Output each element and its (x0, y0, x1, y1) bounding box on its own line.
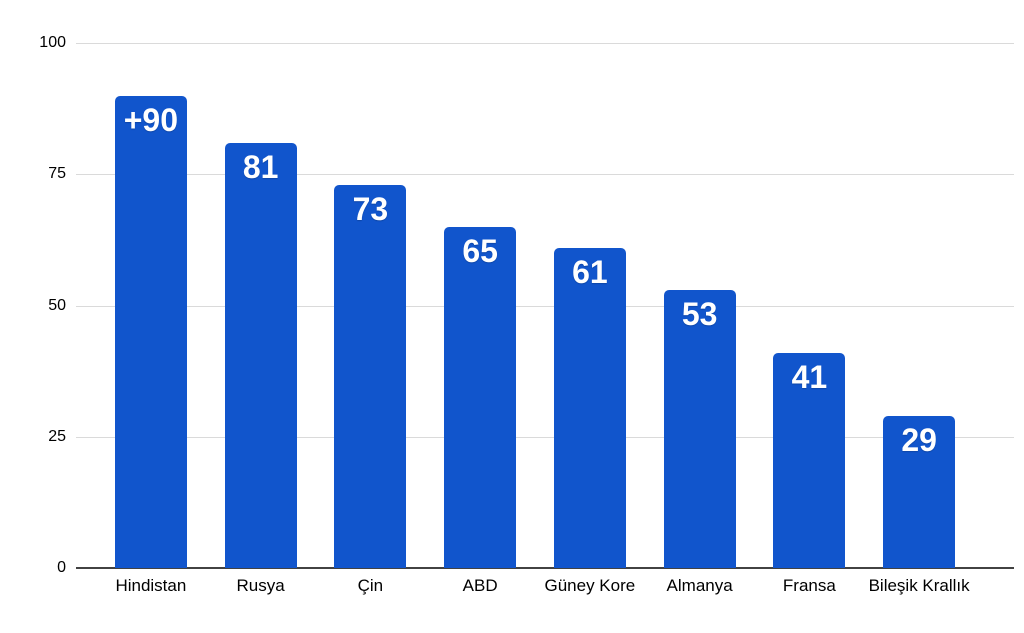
bar-1[interactable]: 81 (224, 142, 297, 568)
plot-area (76, 43, 1014, 569)
y-tick-label: 50 (48, 296, 66, 314)
gridline (76, 174, 1014, 176)
bar-cell: 61 (535, 43, 645, 568)
bar-cell: 73 (316, 43, 426, 568)
bar-value-label: +90 (123, 101, 179, 138)
x-axis-label: Hindistan (115, 576, 187, 595)
x-axis-label: Almanya (666, 576, 733, 595)
gridline (76, 305, 1014, 307)
x-axis-label: Rusya (236, 576, 285, 595)
bar-3[interactable]: 65 (444, 226, 517, 568)
bar-value-label: 53 (681, 295, 718, 332)
bar-cell: 29 (864, 43, 974, 568)
bar-value-label: 81 (242, 148, 279, 185)
bar-value-label: 61 (572, 253, 608, 290)
gridline (76, 43, 1014, 44)
bar-cell: 65 (425, 43, 535, 568)
y-tick-label: 25 (48, 427, 66, 445)
bar-value-label: 73 (352, 190, 389, 227)
bar-cell: 53 (645, 43, 755, 568)
y-tick-label: 100 (39, 34, 66, 51)
x-axis-label: Güney Kore (544, 576, 636, 595)
x-axis-labels: Hindistan Rusya Çin ABD Güney Kore Almanya Fra… (96, 576, 974, 596)
bar-4[interactable]: 61 (553, 247, 626, 568)
bar-value-label: 65 (462, 232, 498, 269)
bar-6[interactable]: 41 (773, 352, 846, 568)
bar-value-label: 29 (901, 421, 937, 458)
y-tick-label: 0 (57, 559, 66, 576)
bar-value-label: 41 (791, 358, 828, 395)
bar-5[interactable]: 53 (663, 289, 736, 568)
y-tick-label: 75 (48, 165, 66, 183)
bar-2[interactable]: 73 (334, 184, 407, 568)
x-axis-baseline (76, 567, 1014, 569)
x-axis-label: Çin (357, 576, 384, 595)
bar-0[interactable]: +90 (114, 95, 187, 568)
x-axis-label: Bileşik Krallık (868, 576, 970, 595)
bar-7[interactable]: 29 (883, 415, 956, 568)
bar-cell: 41 (755, 43, 865, 568)
bar-cell: +90 (96, 43, 206, 568)
bar-cell: 81 (206, 43, 316, 568)
x-axis-label: Fransa (782, 576, 836, 595)
bars-container: +90 81 73 65 61 53 41 29 (96, 43, 974, 568)
x-axis-label: ABD (462, 576, 498, 595)
gridline (76, 436, 1014, 438)
